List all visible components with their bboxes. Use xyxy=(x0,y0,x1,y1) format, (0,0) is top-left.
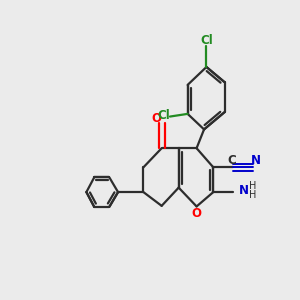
Text: H: H xyxy=(249,190,257,200)
Text: H: H xyxy=(249,181,257,191)
Text: O: O xyxy=(192,206,202,220)
Text: Cl: Cl xyxy=(158,109,170,122)
Text: N: N xyxy=(239,184,249,197)
Text: Cl: Cl xyxy=(200,34,213,47)
Text: C: C xyxy=(227,154,236,167)
Text: O: O xyxy=(151,112,161,125)
Text: N: N xyxy=(251,154,261,167)
